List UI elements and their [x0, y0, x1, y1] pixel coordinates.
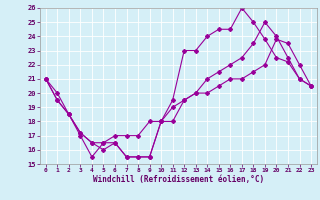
X-axis label: Windchill (Refroidissement éolien,°C): Windchill (Refroidissement éolien,°C): [93, 175, 264, 184]
